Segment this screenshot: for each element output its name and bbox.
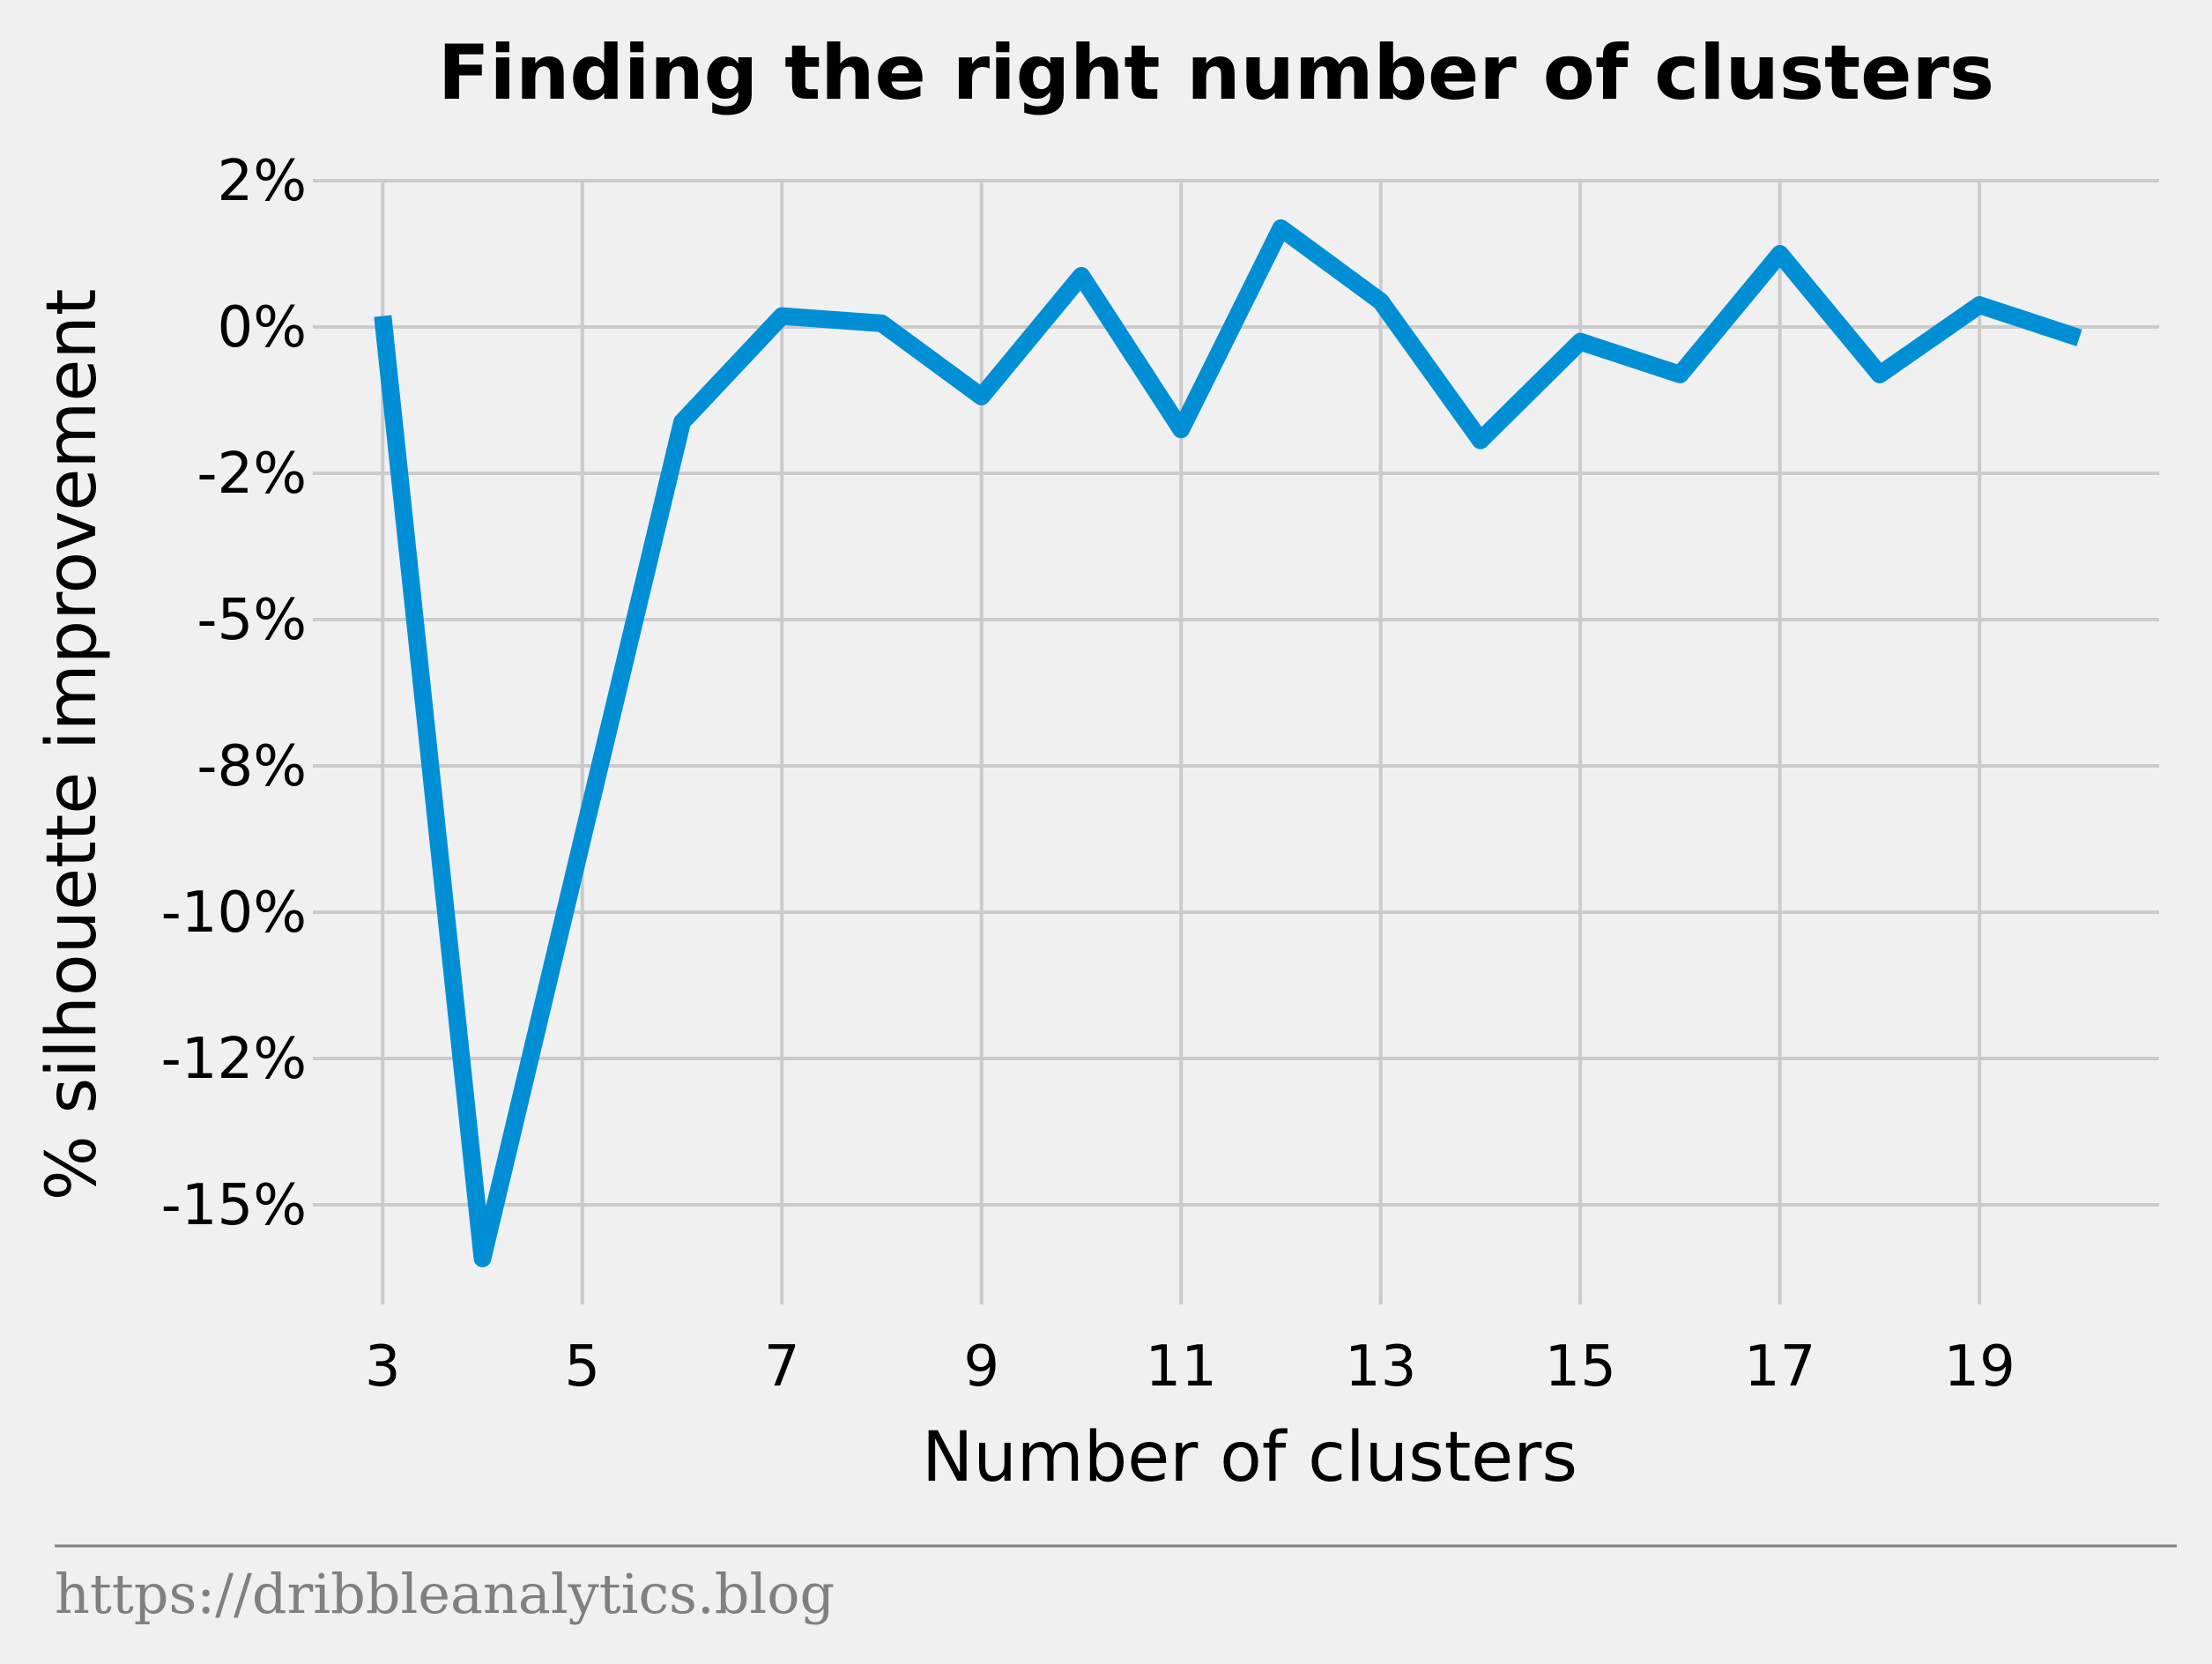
x-tick-label: 15 (1544, 1334, 1615, 1400)
y-tick-labels: 2% 0% -2% -5% -8% -10% -12% -15% (161, 149, 307, 1238)
x-tick-label: 19 (1943, 1334, 2015, 1400)
series-line (374, 219, 2082, 1267)
y-tick-label: -8% (197, 734, 307, 799)
x-tick-labels: 3 5 7 9 11 13 15 17 19 (365, 1334, 2015, 1400)
y-tick-label: -12% (161, 1027, 307, 1092)
x-tick-label: 3 (365, 1334, 401, 1400)
x-tick-label: 7 (764, 1334, 800, 1400)
y-tick-label: 2% (217, 149, 307, 214)
y-tick-label: -2% (197, 442, 307, 507)
x-tick-label: 9 (963, 1334, 999, 1400)
y-tick-label: -5% (197, 588, 307, 653)
x-axis-label: Number of clusters (922, 1418, 1577, 1497)
y-tick-label: -15% (161, 1173, 307, 1238)
x-tick-label: 13 (1345, 1334, 1416, 1400)
y-axis-label: % silhouette improvement (33, 289, 112, 1201)
x-tick-label: 17 (1744, 1334, 1815, 1400)
y-tick-label: 0% (217, 295, 307, 360)
grid-lines (313, 179, 2159, 1304)
x-tick-label: 11 (1145, 1334, 1216, 1400)
chart-title: Finding the right number of clusters (438, 29, 1994, 117)
y-tick-label: -10% (161, 880, 307, 946)
series-lines (374, 219, 2082, 1267)
x-tick-label: 5 (564, 1334, 600, 1400)
source-credit: https://dribbleanalytics.blog (55, 1562, 835, 1626)
